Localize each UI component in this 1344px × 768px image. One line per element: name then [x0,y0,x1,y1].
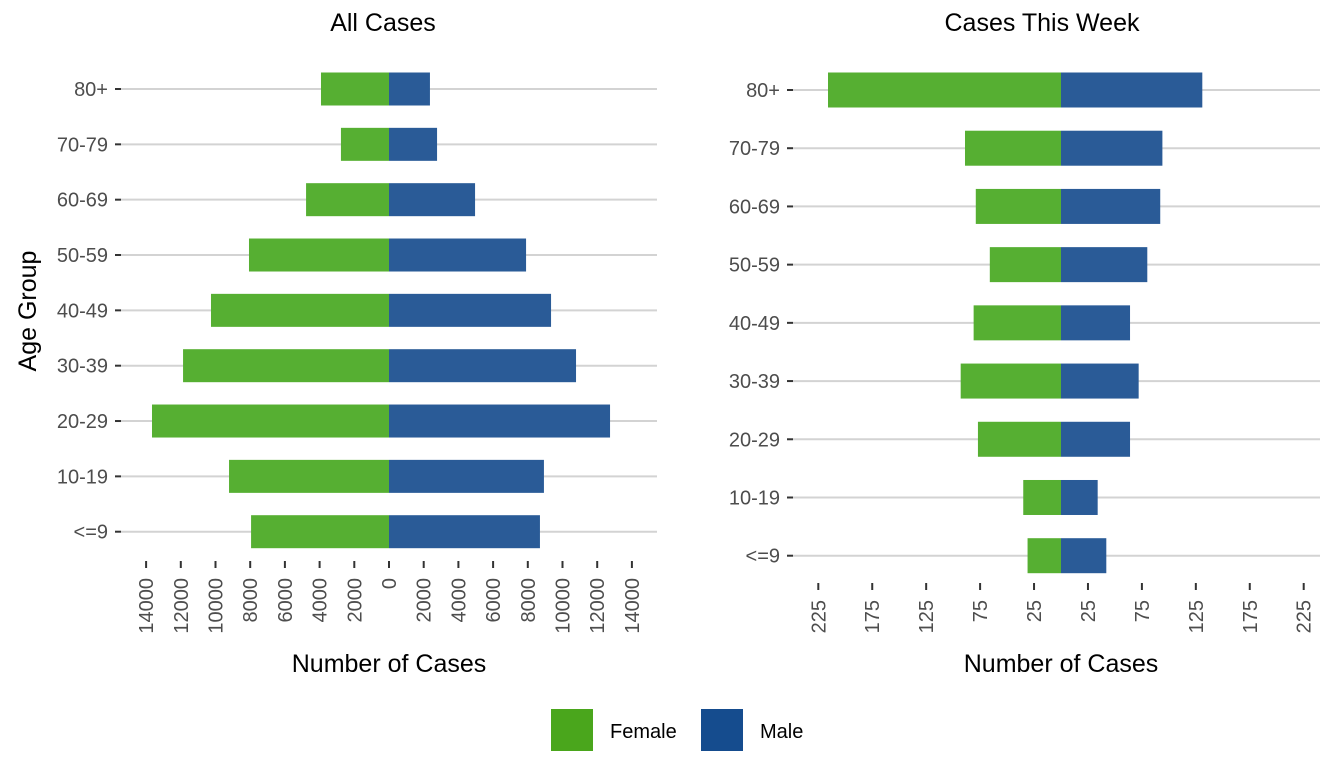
bar-female [989,247,1061,283]
x-tick-label: 4000 [448,578,470,623]
bar-male [1061,72,1203,108]
bar-male [389,293,552,327]
y-tick-label: 40-49 [57,300,108,322]
bar-female [251,515,389,549]
x-tick-label: 225 [808,600,830,633]
chart-title: All Cases [330,9,436,37]
y-tick-label: 10-19 [57,466,108,488]
bar-male [1061,130,1163,166]
x-tick-label: 12000 [171,578,193,634]
bar-female [960,363,1061,399]
bar-male [389,404,611,438]
x-tick-label: 75 [1132,600,1154,622]
x-tick-label: 6000 [483,578,505,623]
bar-female [340,127,389,161]
y-tick-label: 60-69 [57,190,108,212]
x-tick-label: 175 [862,600,884,633]
y-tick-label: 50-59 [57,245,108,267]
bar-female [229,459,389,493]
legend-swatch-female [551,709,593,751]
y-axis-title: Age Group [14,251,42,372]
y-tick-label: 20-29 [57,411,108,433]
y-tick-label: 70-79 [729,138,780,160]
legend-label-male: Male [760,721,803,743]
x-tick-label: 125 [1186,600,1208,633]
x-tick-label: 25 [1024,600,1046,622]
chart-title: Cases This Week [945,9,1140,37]
y-tick-label: 40-49 [729,313,780,335]
y-tick-label: 30-39 [57,356,108,378]
bar-male [1061,247,1148,283]
x-tick-label: 12000 [587,578,609,634]
x-tick-label: 25 [1078,600,1100,622]
x-tick-label: 14000 [622,578,644,634]
x-axis-title: Number of Cases [964,650,1159,678]
bar-male [389,127,438,161]
x-tick-label: 6000 [275,578,297,623]
legend-swatch-male [701,709,743,751]
panel-cases-this-week: Cases This Week <=9 10-19 20-29 30-39 40-49 50… [729,9,1320,678]
panel-all-cases: All Cases <=9 10-19 20-29 30-39 40-49 50-59 60-… [57,9,657,678]
y-tick-label: 20-29 [729,429,780,451]
x-tick-label: 8000 [518,578,540,623]
x-tick-label: 8000 [240,578,262,623]
legend: Female Male [551,709,803,751]
x-tick-label: 2000 [414,578,436,623]
bar-male [1061,305,1131,341]
bar-male [1061,421,1131,457]
bar-female [964,130,1061,166]
bar-male [1061,538,1107,574]
bar-female [248,238,389,272]
x-tick-label: 10000 [206,578,228,634]
bar-male [389,515,540,549]
bar-female [1027,538,1061,574]
bar-male [389,349,577,383]
y-tick-label: 80+ [746,80,780,102]
bar-male [1061,363,1139,399]
x-tick-label: 10000 [553,578,575,634]
bar-male [389,238,527,272]
x-tick-label: 175 [1240,600,1262,633]
bar-female [306,183,389,217]
x-tick-label: 2000 [344,578,366,623]
bar-male [389,459,544,493]
bar-female [151,404,389,438]
bar-female [210,293,389,327]
bar-female [828,72,1061,108]
x-tick-label: 4000 [310,578,332,623]
y-tick-label: 50-59 [729,255,780,277]
x-tick-label: 125 [916,600,938,633]
bar-male [1061,479,1098,515]
bar-female [975,188,1061,224]
bar-female [973,305,1061,341]
x-tick-label: 0 [379,578,401,589]
bar-female [320,72,389,106]
y-tick-label: <=9 [746,546,780,568]
x-tick-label: 225 [1294,600,1316,633]
bar-male [389,183,476,217]
y-tick-label: 10-19 [729,487,780,509]
y-tick-label: 80+ [74,79,108,101]
bar-male [1061,188,1161,224]
legend-label-female: Female [610,721,677,743]
bar-female [977,421,1061,457]
y-tick-label: 30-39 [729,371,780,393]
x-tick-label: 75 [970,600,992,622]
bar-female [183,349,389,383]
y-tick-label: <=9 [74,522,108,544]
x-axis-title: Number of Cases [292,650,487,678]
bar-male [389,72,430,106]
bar-female [1023,479,1061,515]
x-tick-label: 14000 [136,578,158,634]
y-tick-label: 60-69 [729,196,780,218]
y-tick-label: 70-79 [57,134,108,156]
